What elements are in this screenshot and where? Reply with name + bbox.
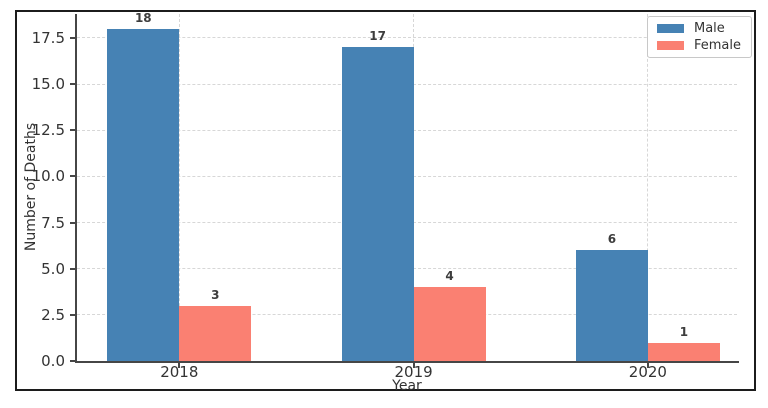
x-tick-mark [646, 363, 649, 368]
bar-female-2019 [413, 287, 486, 361]
bar-value-label: 18 [134, 10, 152, 25]
y-tick-mark [70, 221, 76, 224]
x-tick-label: 2019 [394, 363, 433, 381]
legend-item-female: Female [657, 39, 741, 52]
y-tick-label: 5.0 [41, 259, 65, 278]
y-tick-mark [70, 83, 76, 86]
y-axis-title: Number of Deaths [23, 122, 39, 252]
bar-value-label: 4 [445, 269, 454, 284]
y-tick-label: 7.5 [41, 213, 65, 232]
y-tick-label: 17.5 [31, 28, 65, 47]
x-tick-mark [178, 363, 181, 368]
bar-male-2019 [341, 47, 414, 361]
plot-area: 18 17 6 3 4 1 [77, 10, 737, 361]
bar-male-2018 [107, 28, 180, 361]
x-tick-label: 2018 [160, 363, 199, 381]
bar-male-2020 [575, 250, 648, 361]
y-tick-label: 15.0 [31, 75, 65, 94]
y-tick-mark [70, 129, 76, 132]
y-tick-mark [70, 360, 76, 362]
y-tick-mark [70, 313, 76, 316]
v-gridline [178, 14, 180, 361]
legend-item-male: Male [657, 22, 741, 35]
bar-value-label: 3 [211, 287, 220, 302]
bar-value-label: 1 [679, 324, 689, 339]
x-axis-spine [75, 361, 739, 363]
h-gridline [77, 37, 737, 39]
bar-value-label: 17 [369, 29, 386, 44]
female-color-swatch [657, 41, 684, 50]
x-axis-title: Year [392, 378, 422, 394]
y-tick-mark [70, 175, 76, 178]
legend: Male Female [647, 16, 753, 58]
legend-label-male: Male [694, 21, 725, 36]
y-tick-label: 12.5 [31, 121, 65, 140]
x-tick-label: 2020 [628, 363, 667, 381]
v-gridline [413, 14, 415, 361]
x-tick-mark [412, 363, 415, 368]
male-color-swatch [657, 24, 684, 33]
bar-female-2020 [647, 342, 720, 361]
v-gridline [647, 14, 649, 361]
y-tick-label: 10.0 [31, 167, 65, 186]
y-tick-label: 2.5 [41, 305, 65, 324]
bar-female-2018 [179, 305, 252, 361]
legend-label-female: Female [694, 38, 742, 53]
bar-value-label: 6 [607, 232, 617, 247]
y-tick-mark [70, 36, 76, 39]
y-tick-mark [70, 267, 76, 270]
y-axis-spine [75, 14, 77, 363]
y-tick-label: 0.0 [41, 352, 65, 370]
